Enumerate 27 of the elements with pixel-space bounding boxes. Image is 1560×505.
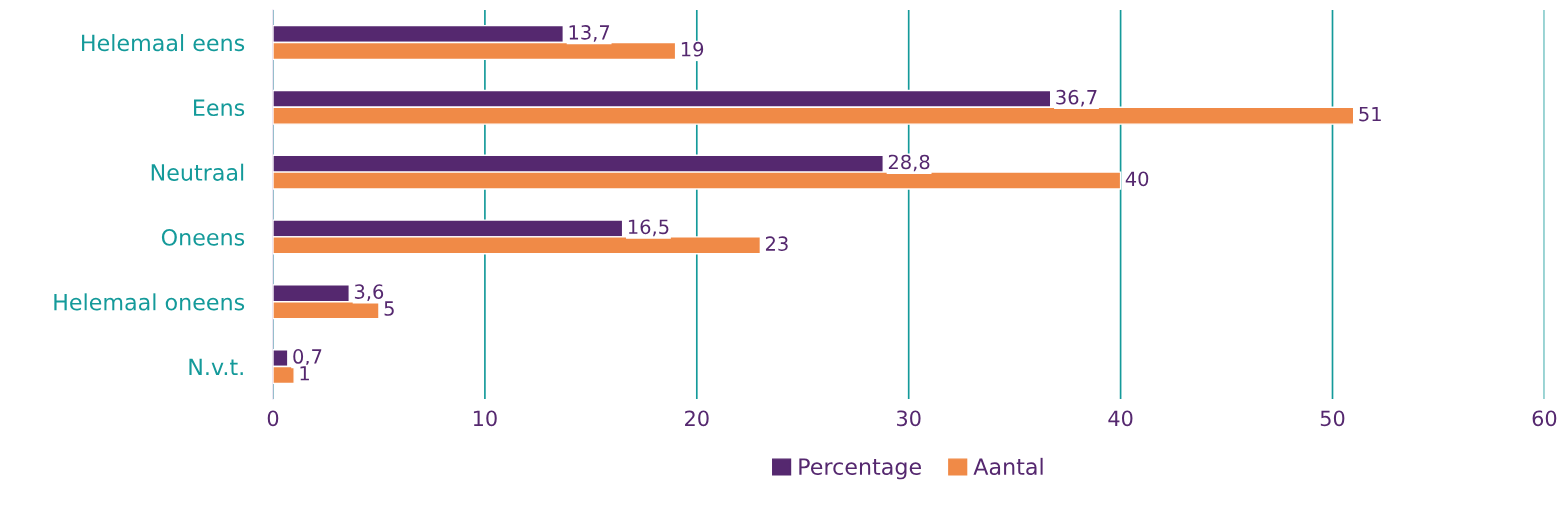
x-tick-label: 20 xyxy=(685,410,709,427)
x-tick-label: 50 xyxy=(1320,410,1345,427)
y-tick-label: N.v.t. xyxy=(189,358,243,375)
x-tick-label: 60 xyxy=(1532,410,1557,427)
x-tick-label: 40 xyxy=(1108,410,1133,427)
y-tick-label: Oneens xyxy=(161,228,245,246)
x-tick-label: 10 xyxy=(473,410,497,427)
data-label: 5 xyxy=(384,301,394,316)
data-label: 28,8 xyxy=(888,154,930,172)
data-label: 0,7 xyxy=(293,349,322,366)
y-tick-label: Helemaal eens xyxy=(82,34,245,52)
y-tick-label: Neutraal xyxy=(151,163,244,181)
data-label: 19 xyxy=(681,41,704,57)
data-label: 16,5 xyxy=(628,219,669,237)
data-label: 23 xyxy=(765,236,788,251)
x-tick-label: 0 xyxy=(267,410,279,427)
data-label: 13,7 xyxy=(569,25,610,42)
data-label: 36,7 xyxy=(1056,89,1097,107)
data-label: 3,6 xyxy=(354,284,384,301)
data-label: 40 xyxy=(1125,171,1149,187)
y-tick-label: Eens xyxy=(194,99,245,117)
y-tick-label: Helemaal oneens xyxy=(54,293,245,311)
legend-label: Aantal xyxy=(973,457,1043,476)
x-tick-label: 30 xyxy=(897,410,921,427)
data-label: 1 xyxy=(300,366,309,381)
data-label: 51 xyxy=(1359,106,1381,122)
legend-label: Percentage xyxy=(799,458,921,480)
